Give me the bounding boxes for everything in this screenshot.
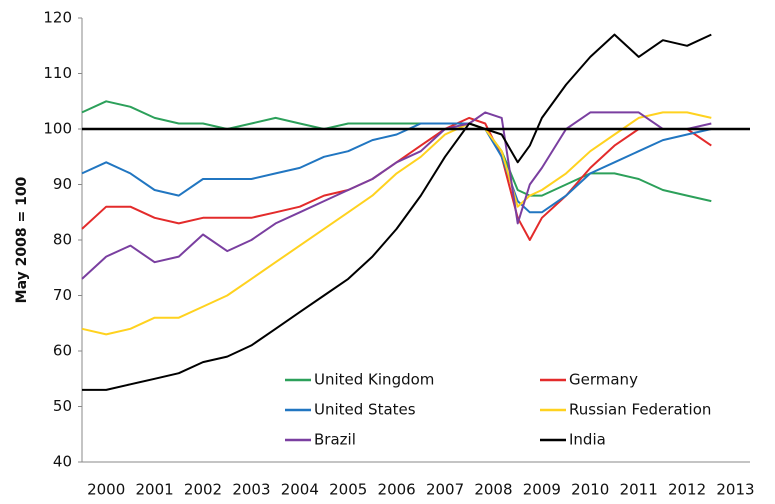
y-tick-label: 120 <box>43 9 72 27</box>
y-tick-label: 50 <box>53 397 72 415</box>
x-tick-label: 2011 <box>620 481 658 499</box>
legend-label: Germany <box>569 371 638 389</box>
y-tick-label: 110 <box>43 64 72 82</box>
y-axis-label: May 2008 = 100 <box>14 176 30 303</box>
legend-label: Brazil <box>314 431 356 449</box>
x-tick-label: 2003 <box>232 481 270 499</box>
legend-label: India <box>569 431 606 449</box>
y-tick-label: 60 <box>53 342 72 360</box>
y-tick-label: 90 <box>53 175 72 193</box>
series-line <box>81 111 712 336</box>
x-tick-label: 2001 <box>136 481 174 499</box>
x-tick-label: 2009 <box>523 481 561 499</box>
x-tick-label: 2012 <box>668 481 706 499</box>
y-tick-label: 40 <box>53 453 72 471</box>
y-tick-label: 70 <box>53 286 72 304</box>
x-tick-label: 2008 <box>474 481 512 499</box>
x-tick-label: 2010 <box>571 481 609 499</box>
y-tick-label: 100 <box>43 120 72 138</box>
x-tick-label: 2000 <box>87 481 125 499</box>
legend-label: Russian Federation <box>569 401 711 419</box>
x-tick-label: 2006 <box>378 481 416 499</box>
y-tick-label: 80 <box>53 231 72 249</box>
series-line <box>81 100 712 203</box>
series-line <box>81 122 712 214</box>
x-tick-label: 2013 <box>716 481 754 499</box>
series-line <box>81 111 712 280</box>
legend-label: United Kingdom <box>314 371 434 389</box>
x-tick-label: 2002 <box>184 481 222 499</box>
series-line <box>81 116 712 241</box>
x-tick-label: 2007 <box>426 481 464 499</box>
x-tick-label: 2004 <box>281 481 319 499</box>
legend-label: United States <box>314 401 416 419</box>
series-line <box>82 33 712 391</box>
x-tick-label: 2005 <box>329 481 367 499</box>
